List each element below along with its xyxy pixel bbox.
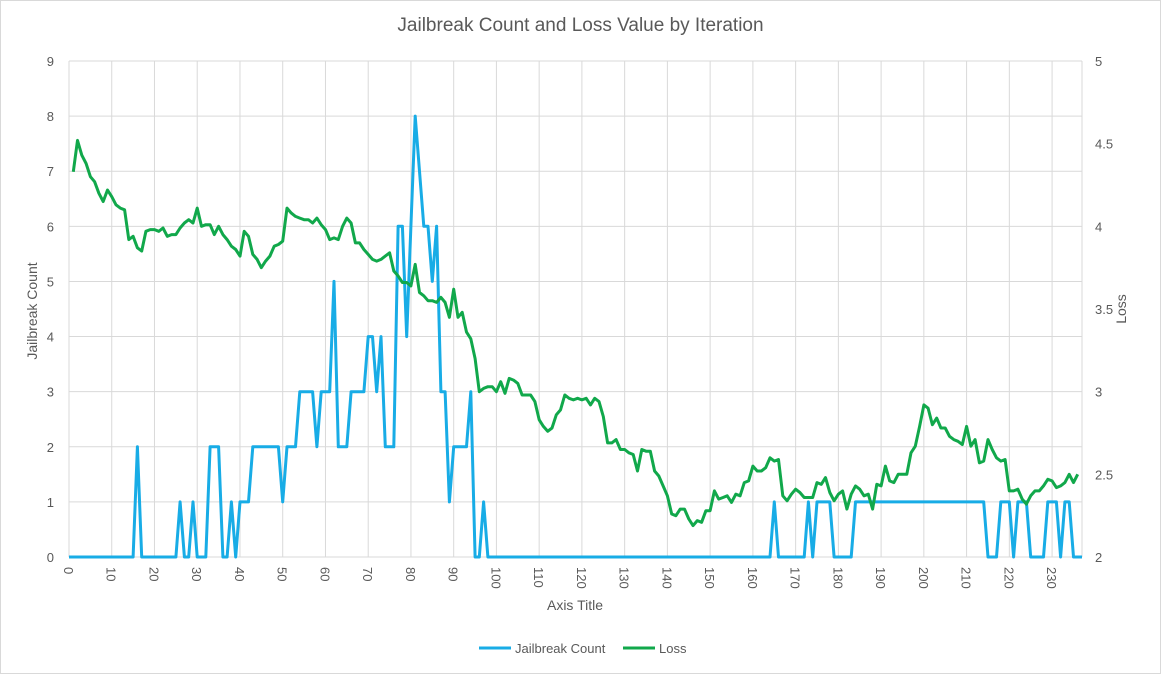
y2-axis-label: Loss xyxy=(1113,294,1129,324)
x-tick-label: 110 xyxy=(531,567,546,588)
y-tick-label: 1 xyxy=(47,495,54,510)
y-tick-label: 2 xyxy=(47,440,54,455)
series-layer xyxy=(69,114,1082,559)
legend-item-loss[interactable]: Loss xyxy=(623,641,687,656)
series-line-jailbreak-count xyxy=(69,114,1082,559)
y2-tick-label: 4 xyxy=(1095,219,1102,234)
y2-tick-label: 3 xyxy=(1095,385,1102,400)
x-tick-label: 90 xyxy=(446,567,461,581)
x-tick-label: 200 xyxy=(916,567,931,589)
x-tick-label: 70 xyxy=(360,567,375,581)
x-tick-label: 10 xyxy=(104,567,119,581)
x-tick-label: 100 xyxy=(488,567,503,589)
x-tick-label: 130 xyxy=(617,567,632,589)
x-tick-label: 30 xyxy=(189,567,204,581)
y-tick-label: 6 xyxy=(47,219,54,234)
x-tick-label: 160 xyxy=(745,567,760,589)
x-tick-label: 20 xyxy=(146,567,161,581)
legend-label-jailbreak-count: Jailbreak Count xyxy=(515,641,606,656)
x-tick-label: 210 xyxy=(959,567,974,589)
grid xyxy=(68,60,1083,558)
y2-tick-label: 4.5 xyxy=(1095,137,1113,152)
y-axis-label: Jailbreak Count xyxy=(24,262,40,359)
legend: Jailbreak Count Loss xyxy=(479,641,687,656)
y2-axis-ticks: 2 2.5 3 3.5 4 4.5 5 xyxy=(1095,54,1113,565)
y-tick-label: 9 xyxy=(47,54,54,69)
x-tick-label: 150 xyxy=(702,567,717,589)
y2-tick-label: 3.5 xyxy=(1095,302,1113,317)
series-line-loss xyxy=(71,138,1080,528)
chart-title: Jailbreak Count and Loss Value by Iterat… xyxy=(397,15,764,36)
x-tick-label: 60 xyxy=(317,567,332,581)
y-tick-label: 4 xyxy=(47,330,54,345)
y-tick-label: 5 xyxy=(47,274,54,289)
y-tick-label: 7 xyxy=(47,164,54,179)
legend-label-loss: Loss xyxy=(659,641,687,656)
y2-tick-label: 2 xyxy=(1095,550,1102,565)
y-tick-label: 3 xyxy=(47,385,54,400)
x-axis-ticks: 0 10 20 30 40 50 60 70 80 90 100 110 120 130 140 150 160… xyxy=(61,567,1059,589)
x-tick-label: 40 xyxy=(232,567,247,581)
legend-item-jailbreak-count[interactable]: Jailbreak Count xyxy=(479,641,606,656)
y2-tick-label: 2.5 xyxy=(1095,467,1113,482)
y-tick-label: 8 xyxy=(47,109,54,124)
x-tick-label: 230 xyxy=(1044,567,1059,589)
x-tick-label: 140 xyxy=(659,567,674,589)
y-tick-label: 0 xyxy=(47,550,54,565)
x-tick-label: 0 xyxy=(61,567,76,574)
x-tick-label: 180 xyxy=(830,567,845,589)
x-tick-label: 220 xyxy=(1001,567,1016,589)
x-axis-label: Axis Title xyxy=(547,597,603,613)
y-axis-ticks: 0 1 2 3 4 5 6 7 8 9 xyxy=(47,54,54,565)
x-tick-label: 170 xyxy=(788,567,803,589)
x-tick-label: 120 xyxy=(574,567,589,589)
x-tick-label: 50 xyxy=(275,567,290,581)
x-tick-label: 80 xyxy=(403,567,418,581)
x-tick-label: 190 xyxy=(873,567,888,589)
y2-tick-label: 5 xyxy=(1095,54,1102,69)
